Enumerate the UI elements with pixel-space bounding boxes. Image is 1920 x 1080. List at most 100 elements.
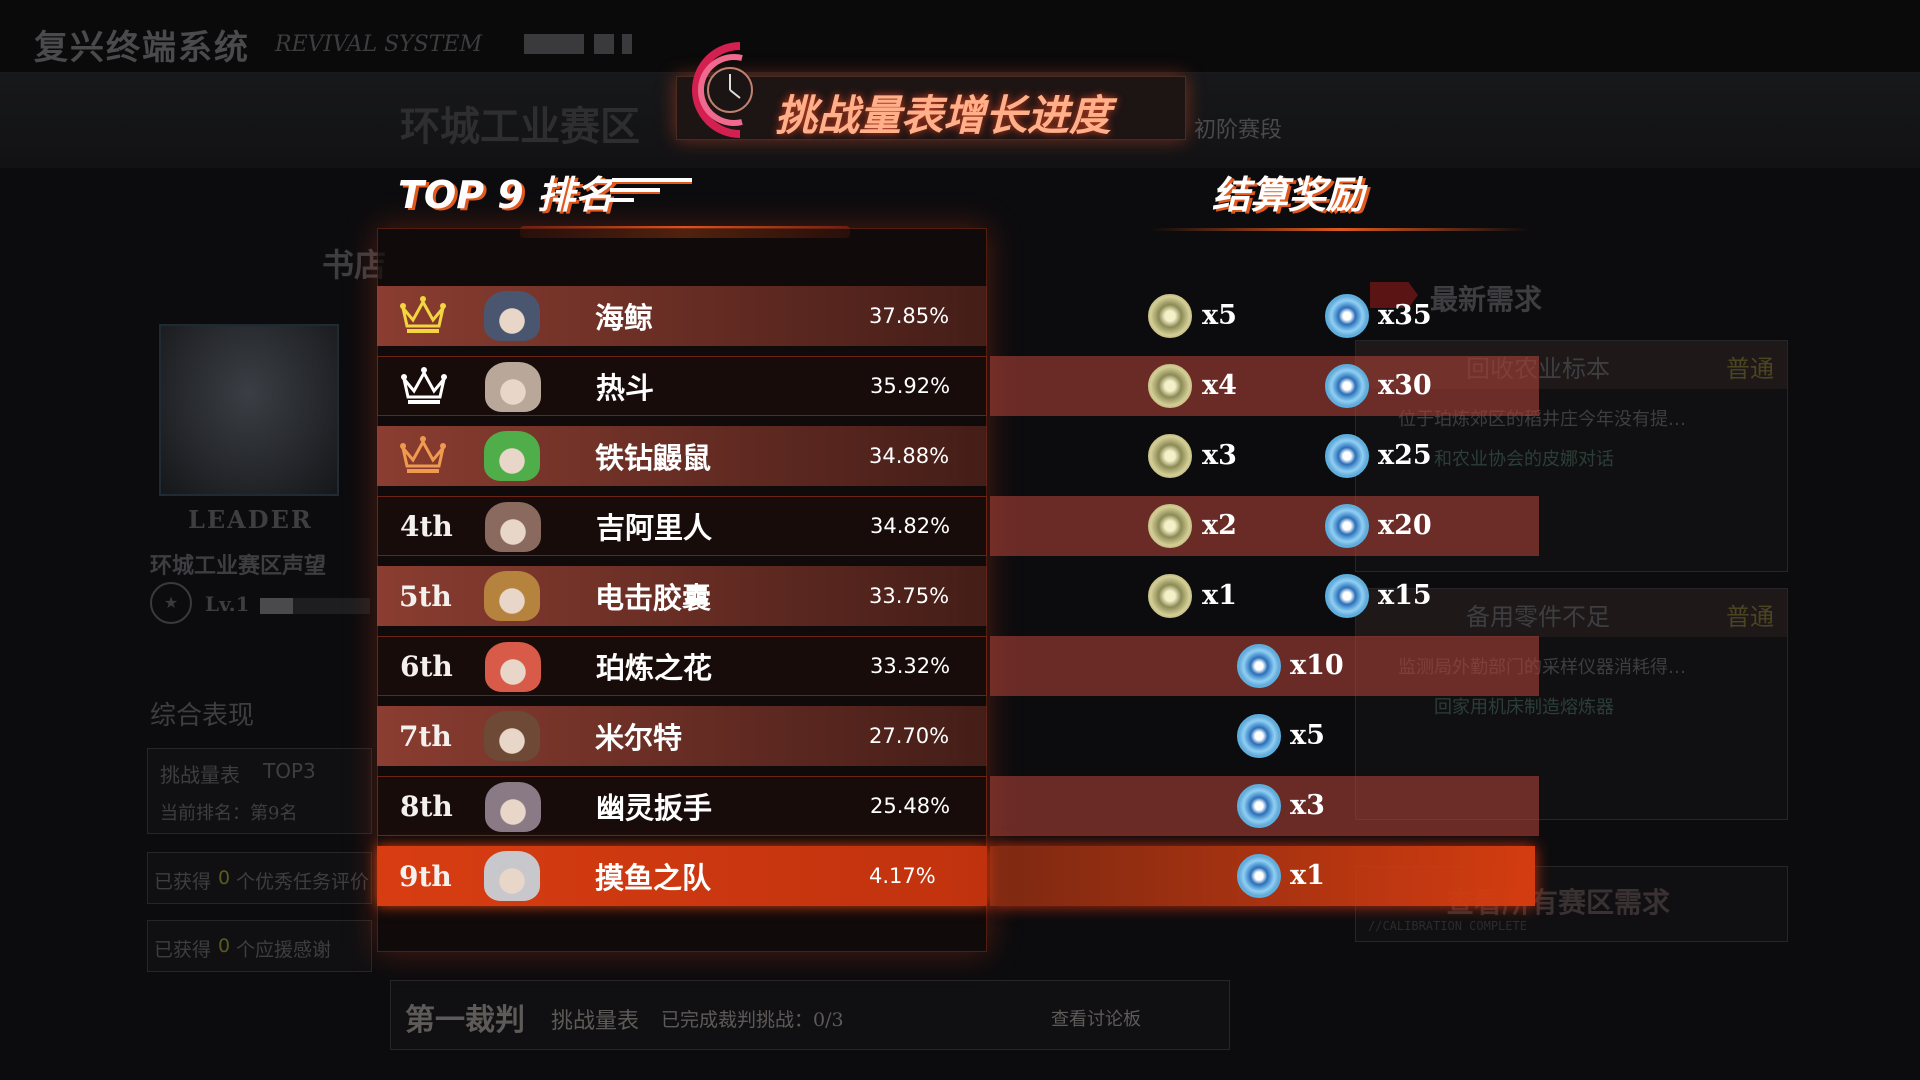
team-percent: 27.70% bbox=[869, 724, 950, 748]
team-percent: 4.17% bbox=[869, 864, 936, 888]
team-percent: 37.85% bbox=[869, 304, 950, 328]
reputation-label: 环城工业赛区声望 bbox=[150, 553, 327, 579]
blue-token-icon bbox=[1237, 714, 1281, 758]
blue-count: x30 bbox=[1378, 370, 1432, 401]
team-percent: 33.32% bbox=[870, 654, 951, 678]
bronze-crown-icon bbox=[400, 436, 446, 473]
flag-icon bbox=[1370, 282, 1418, 308]
ranking-row[interactable]: 7th 米尔特 27.70% bbox=[377, 706, 987, 766]
gold-medal-icon bbox=[1148, 364, 1192, 408]
leader-portrait[interactable] bbox=[159, 324, 339, 496]
team-avatar bbox=[485, 362, 541, 412]
rewards-underline bbox=[1150, 228, 1530, 231]
deco-bar bbox=[594, 34, 614, 54]
rewards-title: 结算奖励 bbox=[1212, 173, 1365, 217]
gold-crown-icon bbox=[400, 296, 446, 333]
gold-count: x4 bbox=[1202, 370, 1237, 401]
blue-count: x15 bbox=[1378, 580, 1432, 611]
team-avatar bbox=[484, 851, 540, 901]
blue-count: x35 bbox=[1378, 300, 1432, 331]
earned-label: 已获得 bbox=[154, 939, 212, 961]
rank-label: 5th bbox=[399, 579, 452, 613]
ranking-row[interactable]: 4th 吉阿里人 34.82% bbox=[377, 496, 987, 556]
earned-eval-box: 已获得 0 个优秀任务评价 bbox=[147, 852, 372, 904]
blue-count: x3 bbox=[1290, 790, 1325, 821]
quest-name: 备用零件不足 bbox=[1466, 603, 1610, 631]
quest-tag: 普通 bbox=[1726, 603, 1774, 631]
system-title: 复兴终端系统 bbox=[34, 28, 250, 68]
challenge-box: 挑战量表 TOP3 当前排名：第9名 bbox=[147, 748, 372, 834]
stage-label: 初阶赛段 bbox=[1194, 118, 1283, 143]
team-avatar bbox=[484, 431, 540, 481]
performance-label: 综合表现 bbox=[150, 701, 255, 731]
team-avatar bbox=[484, 571, 540, 621]
judge-panel: 第一裁判 挑战量表 已完成裁判挑战：0/3 查看讨论板 bbox=[390, 980, 1230, 1050]
quest-step: 和农业协会的皮娜对话 bbox=[1434, 449, 1614, 470]
team-avatar bbox=[484, 711, 540, 761]
star-badge-icon: ★ bbox=[150, 582, 192, 624]
gold-count: x2 bbox=[1202, 510, 1237, 541]
team-avatar bbox=[484, 291, 540, 341]
earned-desc: 个应援感谢 bbox=[236, 939, 332, 961]
challenge-label: 挑战量表 bbox=[160, 763, 240, 787]
earned-count: 0 bbox=[218, 867, 231, 889]
judge-label: 第一裁判 bbox=[405, 1003, 525, 1038]
gold-count: x3 bbox=[1202, 440, 1237, 471]
rank-label: 7th bbox=[399, 719, 452, 753]
ranking-row[interactable]: 9th 摸鱼之队 4.17% bbox=[377, 846, 987, 906]
blue-token-icon bbox=[1325, 364, 1369, 408]
system-subtitle: REVIVAL SYSTEM bbox=[275, 32, 483, 57]
rank-label: 4th bbox=[400, 509, 453, 543]
team-name: 铁钻鼹鼠 bbox=[595, 441, 712, 475]
blue-count: x25 bbox=[1378, 440, 1432, 471]
team-name: 热斗 bbox=[596, 371, 655, 405]
ranking-row[interactable]: 海鲸 37.85% bbox=[377, 286, 987, 346]
team-percent: 35.92% bbox=[870, 374, 951, 398]
team-percent: 34.88% bbox=[869, 444, 950, 468]
ranking-row[interactable]: 8th 幽灵扳手 25.48% bbox=[377, 776, 987, 836]
rank-label: 6th bbox=[400, 649, 453, 683]
shop-label[interactable]: 书店 bbox=[322, 246, 387, 284]
scale-label: 挑战量表 bbox=[551, 1009, 640, 1034]
gold-medal-icon bbox=[1148, 574, 1192, 618]
quest-tag: 普通 bbox=[1726, 355, 1774, 383]
gold-count: x1 bbox=[1202, 580, 1237, 611]
blue-count: x5 bbox=[1290, 720, 1325, 751]
bg-region-title: 环城工业赛区 bbox=[400, 103, 640, 150]
menu-lines-icon bbox=[608, 178, 692, 202]
title-banner bbox=[676, 76, 1186, 140]
earned-thanks-box: 已获得 0 个应援感谢 bbox=[147, 920, 372, 972]
judge-done: 已完成裁判挑战：0/3 bbox=[661, 1009, 844, 1031]
blue-token-icon bbox=[1237, 854, 1281, 898]
team-avatar bbox=[485, 502, 541, 552]
blue-count: x20 bbox=[1378, 510, 1432, 541]
forum-link[interactable]: 查看讨论板 bbox=[1051, 1009, 1141, 1030]
earned-label: 已获得 bbox=[154, 871, 212, 893]
rank-label: 9th bbox=[399, 859, 452, 893]
level-label: Lv.1 bbox=[205, 592, 250, 616]
team-name: 海鲸 bbox=[595, 301, 654, 335]
demand-title: 最新需求 bbox=[1430, 283, 1543, 316]
quest-step: 回家用机床制造熔炼器 bbox=[1434, 697, 1614, 718]
blue-token-icon bbox=[1237, 644, 1281, 688]
gold-medal-icon bbox=[1148, 294, 1192, 338]
ranking-row[interactable]: 铁钻鼹鼠 34.88% bbox=[377, 426, 987, 486]
quest-card[interactable]: 备用零件不足 普通 监测局外勤部门的采样仪器消耗得… 回家用机床制造熔炼器 bbox=[1355, 588, 1788, 820]
ranking-row[interactable]: 5th 电击胶囊 33.75% bbox=[377, 566, 987, 626]
rank-label: 8th bbox=[400, 789, 453, 823]
team-percent: 25.48% bbox=[870, 794, 951, 818]
ranking-row[interactable]: 6th 珀炼之花 33.32% bbox=[377, 636, 987, 696]
team-percent: 33.75% bbox=[869, 584, 950, 608]
ranking-row[interactable]: 热斗 35.92% bbox=[377, 356, 987, 416]
blue-count: x10 bbox=[1290, 650, 1344, 681]
blue-token-icon bbox=[1325, 434, 1369, 478]
ranking-title: TOP 9 排名 bbox=[398, 173, 613, 217]
blue-token-icon bbox=[1325, 504, 1369, 548]
silver-crown-icon bbox=[401, 367, 447, 404]
clock-gauge-icon bbox=[692, 42, 753, 138]
all-demands-sub: //CALIBRATION COMPLETE bbox=[1368, 919, 1527, 933]
reputation-progress bbox=[260, 598, 370, 614]
team-name: 幽灵扳手 bbox=[596, 791, 713, 825]
earned-desc: 个优秀任务评价 bbox=[236, 871, 370, 893]
team-avatar bbox=[485, 642, 541, 692]
